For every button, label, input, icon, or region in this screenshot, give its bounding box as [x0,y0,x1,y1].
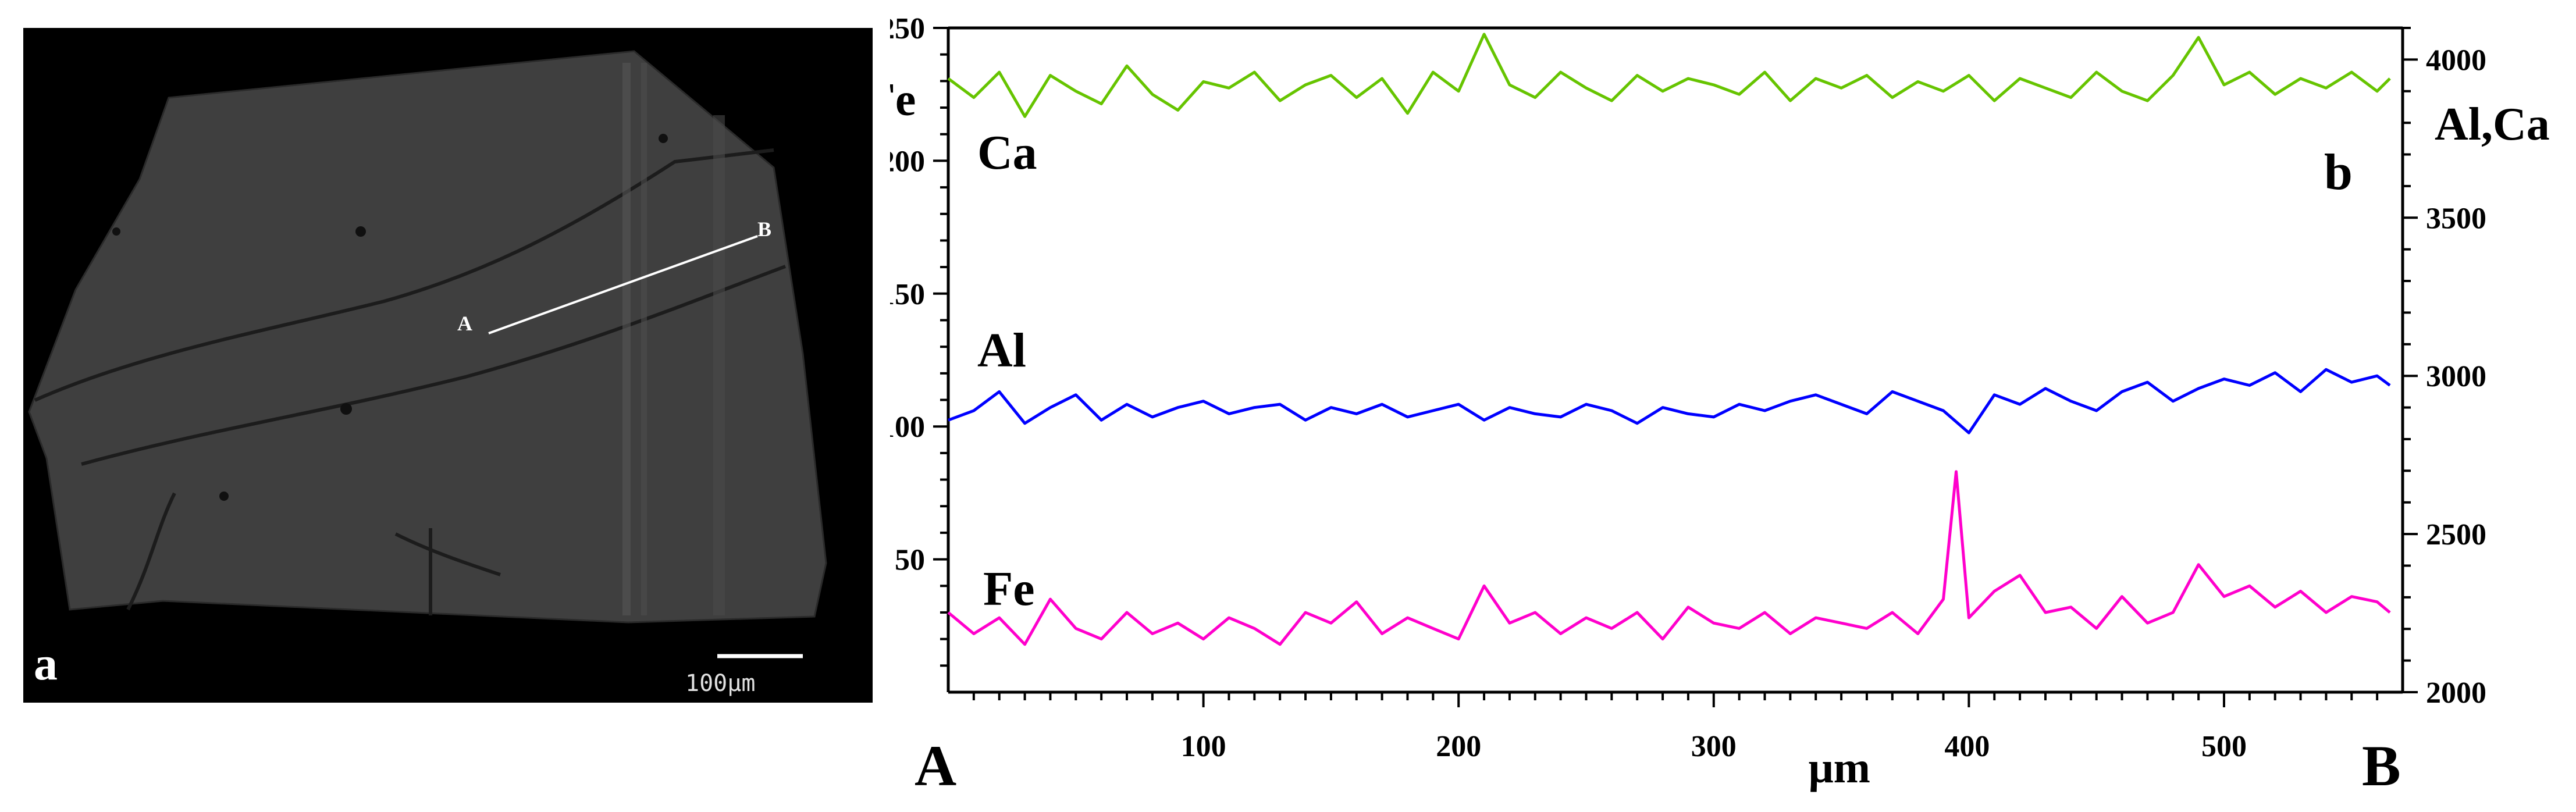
x-tick-label: 500 [2201,730,2247,763]
right-tick-label: 2000 [2426,676,2486,710]
left-axis-label: Fe [890,74,916,126]
x-tick-label: 300 [1691,730,1737,763]
left-tick-label: 200 [890,145,925,178]
series-line-fe [947,470,2391,646]
series-label-ca: Ca [977,126,1037,180]
x-tick-label: 200 [1436,730,1481,763]
x-end-label: B [2362,733,2401,798]
left-tick-label: 150 [890,278,925,311]
beam-damage-stripes [622,63,725,615]
grain-fractures [34,148,787,615]
left-tick-label: 50 [895,544,925,577]
line-profile-chart: 50 100 150 200 250 2000 2500 3000 3500 4000 100 2… [890,12,2550,798]
right-tick-label: 3500 [2426,202,2486,235]
plot-frame [947,26,2404,694]
profile-line-ab [488,235,758,334]
series-line-ca [947,33,2391,118]
x-axis-label: μm [1809,743,1870,792]
right-tick-label: 2500 [2426,518,2486,551]
scale-bar-label: 100μm [685,670,755,697]
sem-image-panel: A B 100μm a [23,28,873,703]
pores [112,134,668,501]
series-line-al [948,368,2391,435]
right-tick-label: 3000 [2426,360,2486,393]
x-start-label: A [915,733,956,798]
x-axis: 100 200 300 400 500 [972,692,2379,763]
x-tick-label: 100 [1181,730,1226,763]
left-tick-label: 250 [890,12,925,45]
right-axis-label: Al,Ca [2435,99,2550,150]
panel-a-label: a [34,637,58,690]
series-label-fe: Fe [983,562,1035,616]
x-tick-label: 400 [1944,730,1990,763]
point-b-label: B [757,218,771,241]
panel-b-label: b [2324,144,2353,201]
left-y-axis: 50 100 150 200 250 [890,12,948,667]
right-tick-label: 4000 [2426,44,2486,77]
left-tick-label: 100 [890,411,925,444]
point-a-label: A [457,312,472,335]
series-label-al: Al [977,323,1026,377]
series-layer: Ca Al Fe [947,33,2391,646]
right-y-axis: 2000 2500 3000 3500 4000 [2403,27,2486,710]
